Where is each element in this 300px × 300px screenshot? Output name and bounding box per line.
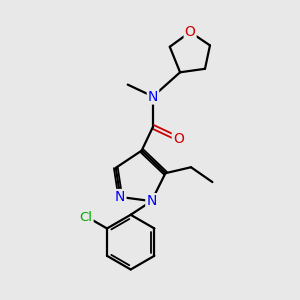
- Text: N: N: [146, 194, 157, 208]
- Text: O: O: [173, 132, 184, 146]
- Text: N: N: [148, 89, 158, 103]
- Text: Cl: Cl: [80, 211, 93, 224]
- Text: O: O: [185, 25, 196, 39]
- Text: N: N: [115, 190, 125, 204]
